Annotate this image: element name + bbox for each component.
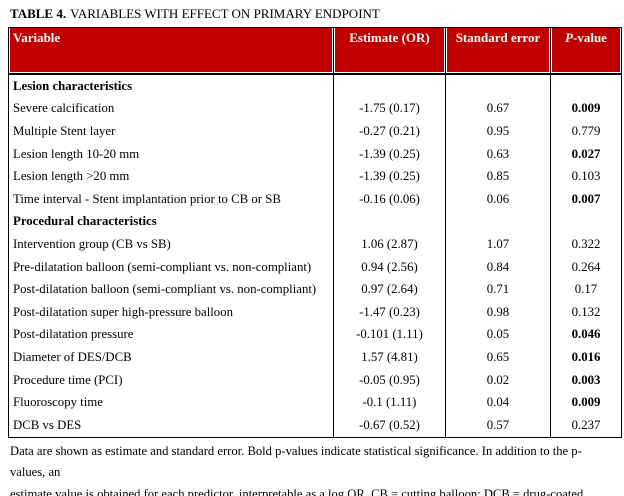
variable-cell: Severe calcification [13, 101, 115, 116]
footnote-line: Data are shown as estimate and standard … [10, 443, 582, 480]
standard-error-cell: 0.05 [445, 323, 551, 347]
variable-cell: Time interval - Stent implantation prior… [13, 191, 281, 206]
standard-error-cell: 0.84 [445, 255, 551, 279]
section-row: Procedural characteristics [9, 210, 622, 234]
table-footnote: Data are shown as estimate and standard … [10, 441, 616, 496]
standard-error-cell: 0.06 [445, 187, 551, 211]
table-title-label: TABLE 4. [10, 6, 67, 21]
variable-cell: Post-dilatation super high-pressure ball… [13, 304, 233, 319]
column-header-p-value: P-value [550, 27, 622, 75]
table-row: Intervention group (CB vs SB) 1.06 (2.87)… [9, 233, 622, 256]
table-title: TABLE 4. VARIABLES WITH EFFECT ON PRIMARY… [10, 6, 624, 22]
variable-cell: Pre-dilatation balloon (semi-compliant v… [13, 259, 312, 274]
p-value-cell: 0.009 [550, 391, 622, 414]
variable-cell: Lesion length 10-20 mm [13, 146, 140, 161]
p-value-cell: 0.322 [550, 233, 622, 256]
table-row: DCB vs DES -0.67 (0.52) 0.57 0.237 [9, 413, 622, 437]
table-row: Lesion length 10-20 mm -1.39 (0.25) 0.63 0.… [9, 142, 622, 166]
table-row: Post-dilatation balloon (semi-compliant … [9, 278, 622, 301]
p-value-cell: 0.003 [550, 368, 622, 392]
table-row: Multiple Stent layer -0.27 (0.21) 0.95 0.77… [9, 120, 622, 143]
estimate-cell: -1.47 (0.23) [333, 300, 446, 324]
p-value-cell: 0.237 [550, 413, 622, 437]
table-row: Diameter of DES/DCB 1.57 (4.81) 0.65 0.016 [9, 346, 622, 369]
p-value-cell [550, 210, 622, 234]
variable-cell: Lesion length >20 mm [13, 169, 130, 184]
estimate-cell: -0.16 (0.06) [333, 187, 446, 211]
estimate-cell: -0.101 (1.11) [333, 323, 446, 347]
standard-error-cell: 0.85 [445, 165, 551, 188]
p-value-cell: 0.009 [550, 97, 622, 121]
variable-cell: Procedural characteristics [13, 214, 157, 229]
estimate-cell: -1.39 (0.25) [333, 165, 446, 188]
standard-error-cell: 0.57 [445, 413, 551, 437]
estimate-cell: -0.67 (0.52) [333, 413, 446, 437]
standard-error-cell: 1.07 [445, 233, 551, 256]
standard-error-cell: 0.63 [445, 142, 551, 166]
column-header-estimate: Estimate (OR) [333, 27, 446, 75]
p-value-cell: 0.046 [550, 323, 622, 347]
p-value-cell: 0.264 [550, 255, 622, 279]
p-value-cell: 0.779 [550, 120, 622, 143]
table-row: Pre-dilatation balloon (semi-compliant v… [9, 255, 622, 279]
variable-cell: Fluoroscopy time [13, 395, 103, 410]
table-row: Post-dilatation pressure -0.101 (1.11) 0.0… [9, 323, 622, 347]
table-row: Procedure time (PCI) -0.05 (0.95) 0.02 0.00… [9, 368, 622, 392]
variable-cell: Intervention group (CB vs SB) [13, 236, 171, 251]
variable-cell: Procedure time (PCI) [13, 372, 123, 387]
table-row: Severe calcification -1.75 (0.17) 0.67 0.00… [9, 97, 622, 121]
table-row: Post-dilatation super high-pressure ball… [9, 300, 622, 324]
variable-cell: Post-dilatation pressure [13, 327, 134, 342]
estimate-cell: 0.97 (2.64) [333, 278, 446, 301]
table-body: Lesion characteristics Severe calcificati… [9, 74, 622, 437]
column-header-standard-error: Standard error [445, 27, 551, 75]
estimate-cell: 0.94 (2.56) [333, 255, 446, 279]
variable-cell: DCB vs DES [13, 417, 82, 432]
variable-cell: Lesion characteristics [13, 78, 133, 93]
standard-error-cell: 0.71 [445, 278, 551, 301]
table-row: Lesion length >20 mm -1.39 (0.25) 0.85 0.10… [9, 165, 622, 188]
estimate-cell: -1.39 (0.25) [333, 142, 446, 166]
estimate-cell: -0.05 (0.95) [333, 368, 446, 392]
p-value-cell [550, 74, 622, 98]
standard-error-cell [445, 210, 551, 234]
standard-error-cell: 0.95 [445, 120, 551, 143]
standard-error-cell: 0.67 [445, 97, 551, 121]
section-row: Lesion characteristics [9, 74, 622, 98]
p-value-cell: 0.007 [550, 187, 622, 211]
footnote-line: estimate value is obtained for each pred… [10, 486, 584, 496]
table-title-caption: VARIABLES WITH EFFECT ON PRIMARY ENDPOIN… [70, 6, 380, 21]
estimate-cell: 1.57 (4.81) [333, 346, 446, 369]
p-value-cell: 0.103 [550, 165, 622, 188]
estimate-cell: 1.06 (2.87) [333, 233, 446, 256]
standard-error-cell: 0.98 [445, 300, 551, 324]
estimate-cell: -0.1 (1.11) [333, 391, 446, 414]
variable-cell: Diameter of DES/DCB [13, 349, 132, 364]
p-value-cell: 0.027 [550, 142, 622, 166]
estimate-cell: -0.27 (0.21) [333, 120, 446, 143]
estimate-cell: -1.75 (0.17) [333, 97, 446, 121]
standard-error-cell [445, 74, 551, 98]
results-table: Variable Estimate (OR) Standard error P-… [8, 27, 622, 438]
p-value-cell: 0.016 [550, 346, 622, 369]
variable-cell: Post-dilatation balloon (semi-compliant … [13, 282, 317, 297]
standard-error-cell: 0.65 [445, 346, 551, 369]
estimate-cell [333, 74, 446, 98]
table-row: Fluoroscopy time -0.1 (1.11) 0.04 0.009 [9, 391, 622, 414]
standard-error-cell: 0.02 [445, 368, 551, 392]
column-header-variable: Variable [8, 27, 334, 75]
estimate-cell [333, 210, 446, 234]
p-value-cell: 0.17 [550, 278, 622, 301]
header-row: Variable Estimate (OR) Standard error P-… [8, 27, 622, 75]
standard-error-cell: 0.04 [445, 391, 551, 414]
p-value-cell: 0.132 [550, 300, 622, 324]
table-row: Time interval - Stent implantation prior… [9, 187, 622, 211]
variable-cell: Multiple Stent layer [13, 123, 116, 138]
